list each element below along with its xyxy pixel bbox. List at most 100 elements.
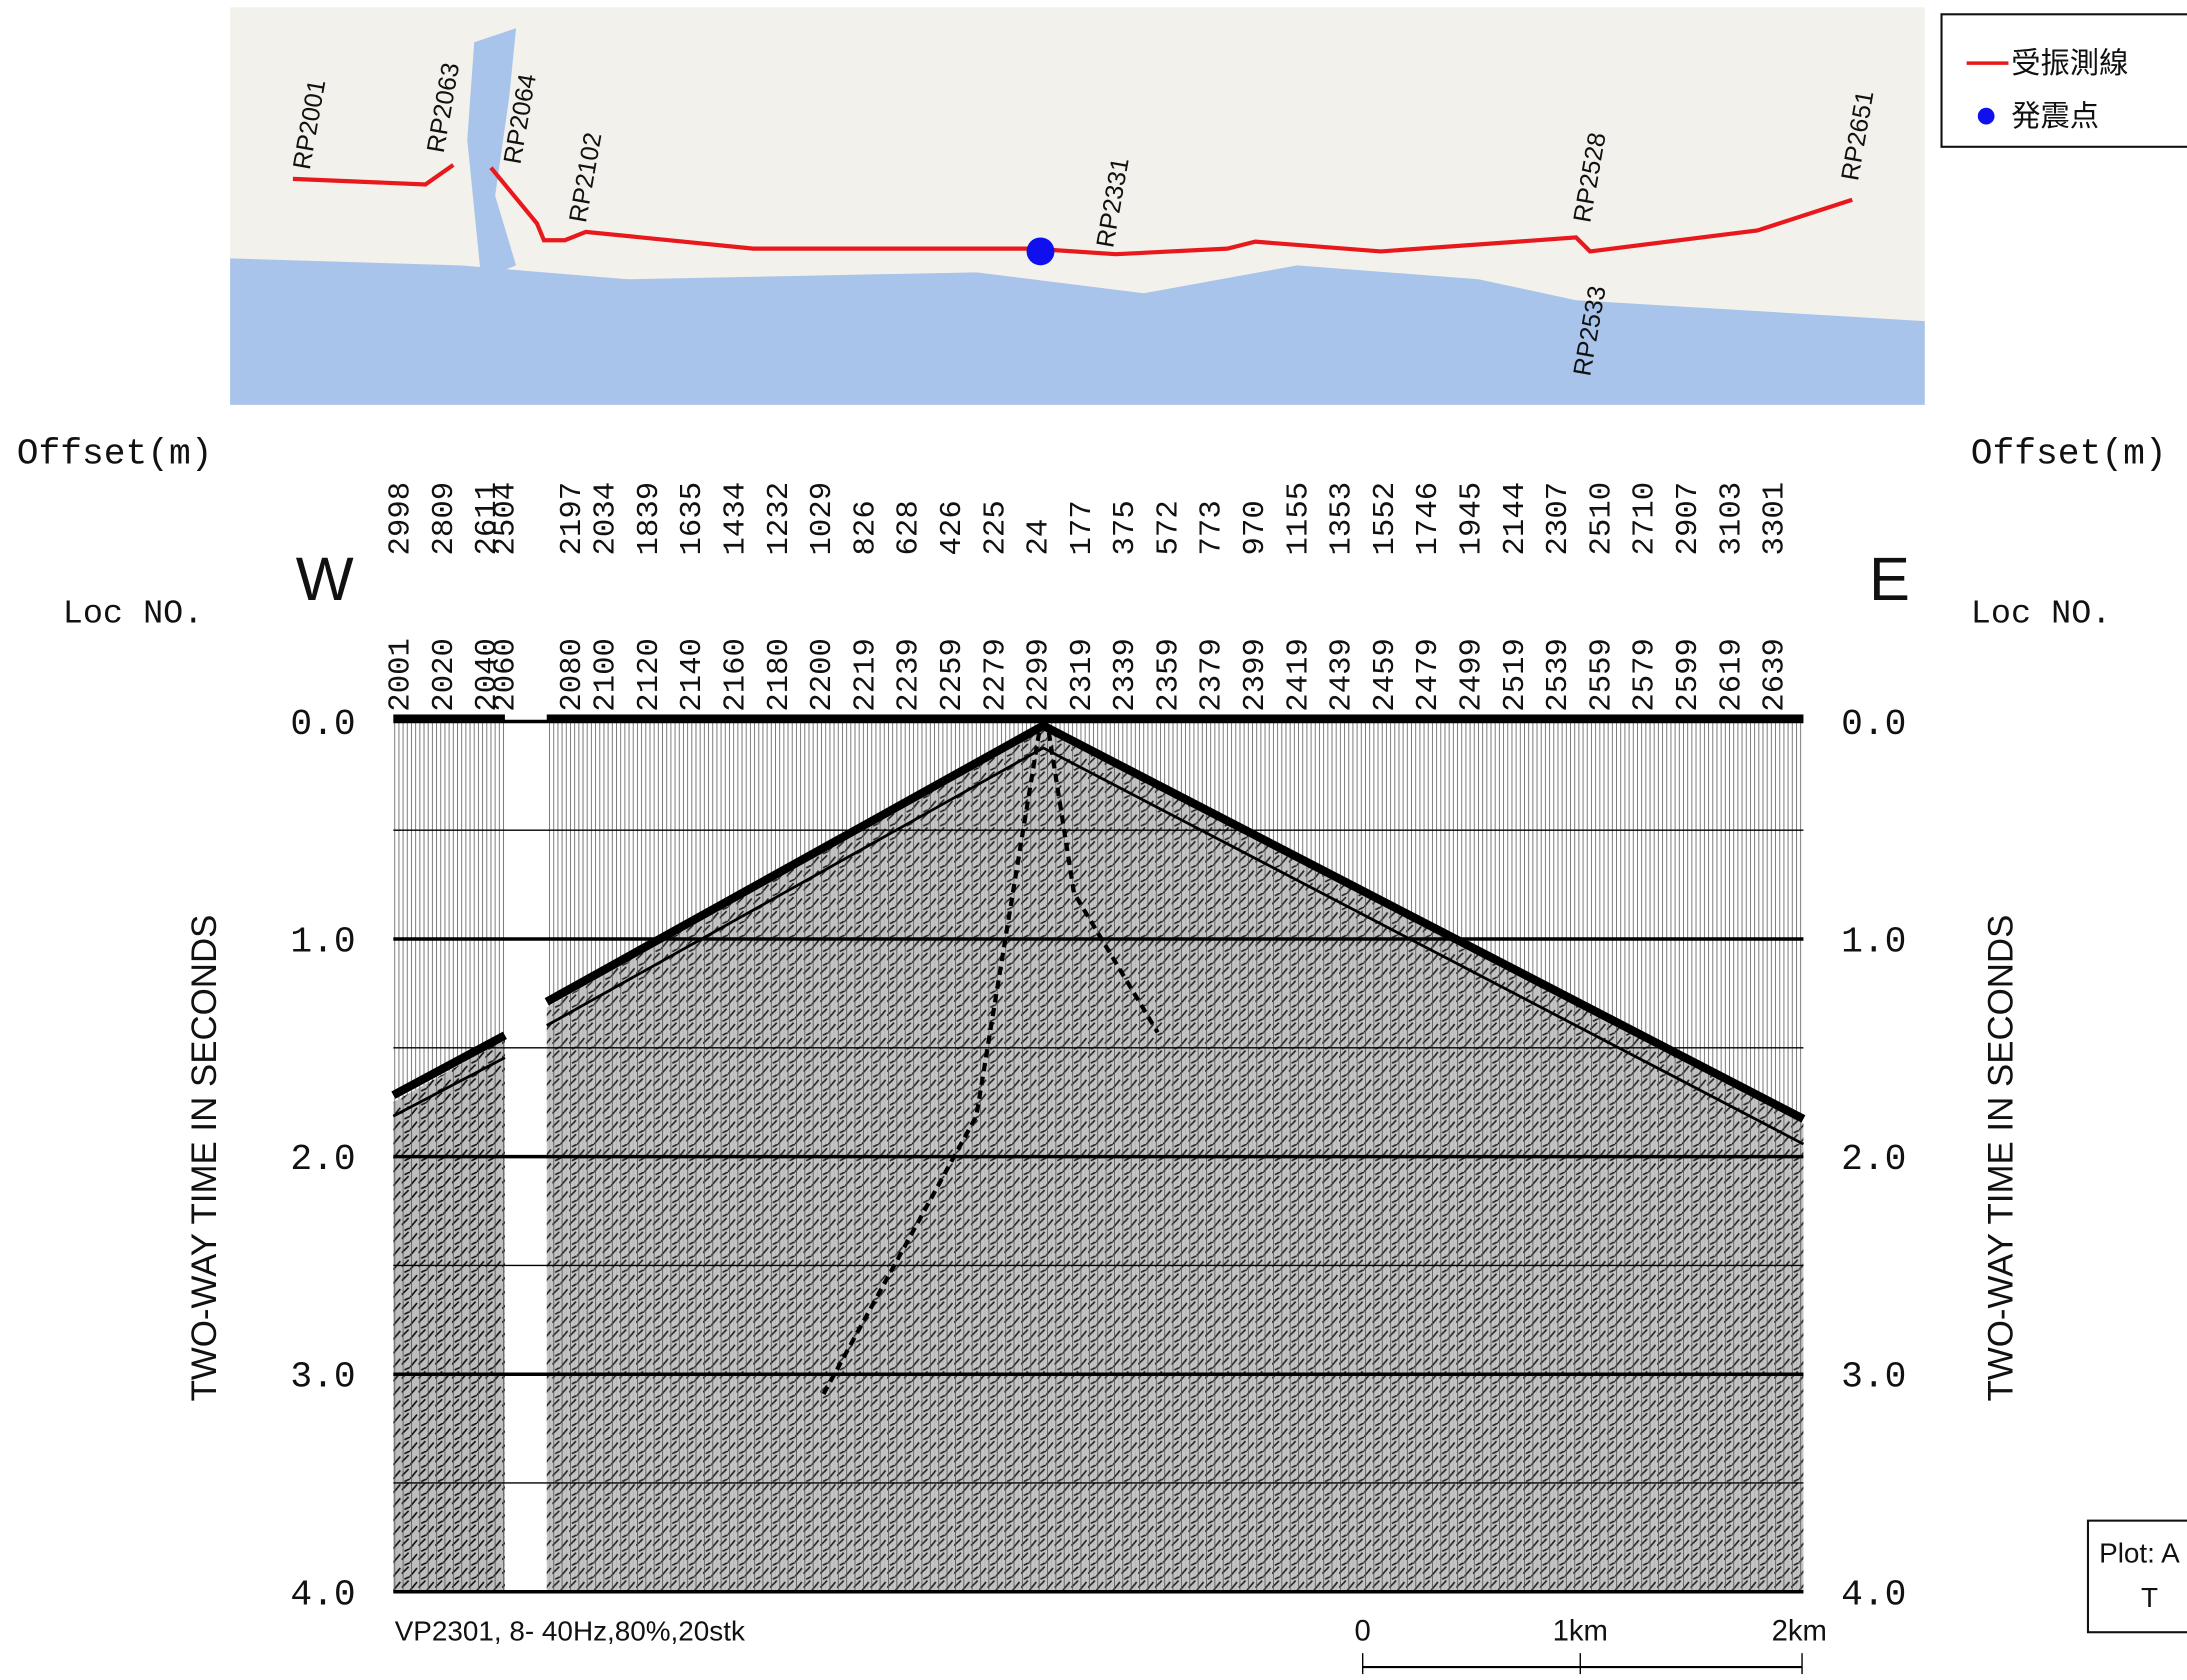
loc-value: 2020: [427, 638, 462, 712]
offset-value: 225: [978, 500, 1013, 555]
offset-value: 2907: [1671, 482, 1706, 556]
plot-note: Plot: A: [2099, 1537, 2180, 1568]
loc-label: Loc NO.: [1971, 595, 2112, 633]
loc-value: 2559: [1584, 638, 1619, 712]
offset-value: 24: [1022, 519, 1057, 556]
time-tick-label: 4.0: [1841, 1574, 1906, 1615]
shot-point: [1027, 237, 1055, 265]
loc-value: 2279: [978, 638, 1013, 712]
offset-value: 2710: [1628, 482, 1663, 556]
time-tick-label: 0.0: [290, 704, 355, 745]
offset-value: 2034: [589, 482, 624, 556]
offset-value: 572: [1151, 500, 1186, 555]
offset-value: 426: [935, 500, 970, 555]
offset-value: 826: [848, 500, 883, 555]
loc-value: 2080: [555, 638, 590, 712]
offset-value: 2504: [488, 482, 523, 556]
offset-value: 1434: [719, 482, 754, 556]
loc-value: 2359: [1151, 638, 1186, 712]
offset-value: 628: [892, 500, 927, 555]
time-axis-title: TWO-WAY TIME IN SECONDS: [1982, 915, 2021, 1402]
offset-value: 2307: [1541, 482, 1576, 556]
loc-value: 2259: [935, 638, 970, 712]
loc-value: 2419: [1281, 638, 1316, 712]
loc-value: 2180: [762, 638, 797, 712]
offset-value: 1945: [1455, 482, 1490, 556]
loc-value: 2619: [1714, 638, 1749, 712]
scale-label: 0: [1355, 1615, 1371, 1648]
offset-value: 2809: [427, 482, 462, 556]
scale-label: 2km: [1772, 1615, 1827, 1648]
offset-value: 1635: [675, 482, 710, 556]
offset-value: 3301: [1758, 482, 1793, 556]
loc-value: 2001: [384, 638, 419, 712]
offset-value: 1155: [1281, 482, 1316, 556]
scale-bar: [1363, 1653, 1802, 1674]
time-axis-title: TWO-WAY TIME IN SECONDS: [185, 915, 224, 1402]
figure: RP2001RP2063RP2064RP2102RP2331RP2528RP25…: [0, 0, 2187, 1680]
time-tick-label: 1.0: [1841, 922, 1906, 963]
loc-value: 2299: [1022, 638, 1057, 712]
loc-value: 2379: [1195, 638, 1230, 712]
loc-value: 2140: [675, 638, 710, 712]
trace-energy: [393, 1039, 505, 1593]
offset-value: 1746: [1411, 482, 1446, 556]
time-tick-label: 1.0: [290, 922, 355, 963]
caption: VP2301, 8- 40Hz,80%,20stk: [395, 1616, 745, 1647]
trace-header: [393, 714, 505, 720]
loc-value: 2519: [1498, 638, 1533, 712]
offset-value: 773: [1195, 500, 1230, 555]
offset-value: 2197: [555, 482, 590, 556]
loc-value: 2200: [805, 638, 840, 712]
loc-value: 2060: [488, 638, 523, 712]
loc-value: 2399: [1238, 638, 1273, 712]
loc-label: Loc NO.: [63, 595, 204, 633]
offset-value: 1839: [632, 482, 667, 556]
loc-value: 2120: [632, 638, 667, 712]
loc-value: 2539: [1541, 638, 1576, 712]
offset-value: 2998: [384, 482, 419, 556]
loc-value: 2160: [719, 638, 754, 712]
page: { "map": { "labels": ["RP2001", "RP2063"…: [0, 0, 2187, 1680]
time-tick-label: 3.0: [1841, 1357, 1906, 1398]
direction-label: E: [1869, 545, 1910, 614]
legend-label: 発震点: [2011, 100, 2099, 133]
direction-label: W: [296, 545, 354, 614]
time-tick-label: 2.0: [290, 1139, 355, 1180]
offset-value: 970: [1238, 500, 1273, 555]
time-tick-label: 2.0: [1841, 1139, 1906, 1180]
legend-dot: [1978, 108, 1995, 125]
loc-value: 2499: [1455, 638, 1490, 712]
seismic-section: [393, 714, 1803, 1593]
offset-value: 1552: [1368, 482, 1403, 556]
offset-label: Offset(m): [17, 433, 213, 474]
loc-value: 2339: [1108, 638, 1143, 712]
offset-value: 2144: [1498, 482, 1533, 556]
loc-value: 2239: [892, 638, 927, 712]
loc-value: 2599: [1671, 638, 1706, 712]
loc-value: 2479: [1411, 638, 1446, 712]
offset-value: 375: [1108, 500, 1143, 555]
offset-label: Offset(m): [1971, 433, 2167, 474]
time-tick-label: 3.0: [290, 1357, 355, 1398]
scale-label: 1km: [1553, 1615, 1608, 1648]
loc-value: 2319: [1065, 638, 1100, 712]
offset-value: 3103: [1714, 482, 1749, 556]
loc-value: 2439: [1325, 638, 1360, 712]
loc-value: 2100: [589, 638, 624, 712]
loc-value: 2639: [1758, 638, 1793, 712]
offset-value: 177: [1065, 500, 1100, 555]
map: [230, 7, 1925, 405]
offset-value: 1232: [762, 482, 797, 556]
trace-header: [547, 714, 1804, 720]
time-tick-label: 0.0: [1841, 704, 1906, 745]
loc-value: 2579: [1628, 638, 1663, 712]
loc-value: 2459: [1368, 638, 1403, 712]
offset-value: 2510: [1584, 482, 1619, 556]
time-tick-label: 4.0: [290, 1574, 355, 1615]
offset-value: 1029: [805, 482, 840, 556]
loc-value: 2219: [848, 638, 883, 712]
offset-value: 1353: [1325, 482, 1360, 556]
legend-label: 受振測線: [2011, 47, 2128, 80]
plot-note: T: [2141, 1582, 2158, 1613]
